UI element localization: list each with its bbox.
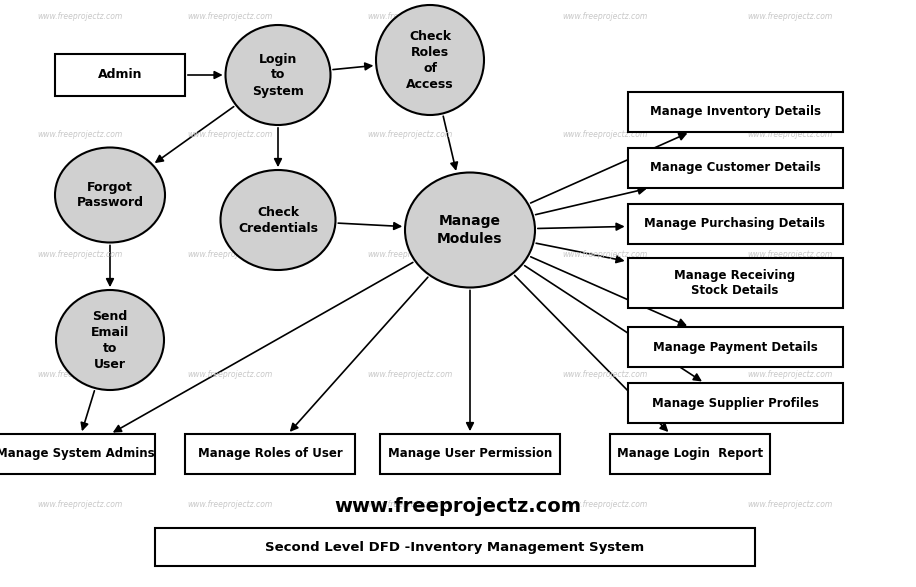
Ellipse shape — [56, 290, 164, 390]
Text: www.freeprojectz.com: www.freeprojectz.com — [38, 370, 123, 379]
FancyBboxPatch shape — [627, 92, 843, 132]
Text: www.freeprojectz.com: www.freeprojectz.com — [747, 250, 833, 259]
Text: Manage Inventory Details: Manage Inventory Details — [649, 106, 821, 119]
Text: www.freeprojectz.com: www.freeprojectz.com — [367, 12, 453, 21]
Ellipse shape — [55, 147, 165, 242]
Text: Manage Payment Details: Manage Payment Details — [652, 340, 817, 353]
FancyBboxPatch shape — [627, 204, 843, 244]
Text: www.freeprojectz.com: www.freeprojectz.com — [334, 498, 582, 517]
Text: www.freeprojectz.com: www.freeprojectz.com — [188, 12, 273, 21]
Text: Manage Receiving
Stock Details: Manage Receiving Stock Details — [674, 268, 796, 298]
Text: www.freeprojectz.com: www.freeprojectz.com — [747, 370, 833, 379]
FancyBboxPatch shape — [627, 258, 843, 308]
FancyBboxPatch shape — [627, 327, 843, 367]
FancyBboxPatch shape — [380, 434, 560, 474]
Text: www.freeprojectz.com: www.freeprojectz.com — [562, 500, 648, 509]
Text: www.freeprojectz.com: www.freeprojectz.com — [562, 250, 648, 259]
Text: www.freeprojectz.com: www.freeprojectz.com — [38, 12, 123, 21]
FancyBboxPatch shape — [155, 528, 755, 566]
Ellipse shape — [376, 5, 484, 115]
Text: Manage Customer Details: Manage Customer Details — [649, 161, 821, 174]
Text: www.freeprojectz.com: www.freeprojectz.com — [367, 250, 453, 259]
Ellipse shape — [225, 25, 331, 125]
Text: www.freeprojectz.com: www.freeprojectz.com — [562, 370, 648, 379]
FancyBboxPatch shape — [0, 434, 155, 474]
Text: www.freeprojectz.com: www.freeprojectz.com — [367, 370, 453, 379]
Text: www.freeprojectz.com: www.freeprojectz.com — [367, 130, 453, 139]
FancyBboxPatch shape — [627, 148, 843, 188]
Text: Manage Supplier Profiles: Manage Supplier Profiles — [651, 396, 818, 410]
Text: www.freeprojectz.com: www.freeprojectz.com — [747, 12, 833, 21]
Text: www.freeprojectz.com: www.freeprojectz.com — [38, 130, 123, 139]
Text: Manage System Admins: Manage System Admins — [0, 447, 154, 460]
Text: Manage User Permission: Manage User Permission — [387, 447, 552, 460]
Text: www.freeprojectz.com: www.freeprojectz.com — [747, 130, 833, 139]
Text: www.freeprojectz.com: www.freeprojectz.com — [747, 500, 833, 509]
Text: www.freeprojectz.com: www.freeprojectz.com — [188, 130, 273, 139]
Text: Manage
Modules: Manage Modules — [437, 214, 503, 245]
Text: Manage Login  Report: Manage Login Report — [617, 447, 763, 460]
FancyBboxPatch shape — [55, 54, 185, 96]
Text: www.freeprojectz.com: www.freeprojectz.com — [562, 12, 648, 21]
Text: www.freeprojectz.com: www.freeprojectz.com — [38, 500, 123, 509]
Text: Check
Credentials: Check Credentials — [238, 205, 318, 234]
Text: Check
Roles
of
Access: Check Roles of Access — [406, 29, 453, 90]
Text: Second Level DFD -Inventory Management System: Second Level DFD -Inventory Management S… — [266, 541, 645, 554]
FancyBboxPatch shape — [627, 383, 843, 423]
Text: www.freeprojectz.com: www.freeprojectz.com — [367, 500, 453, 509]
Text: www.freeprojectz.com: www.freeprojectz.com — [188, 250, 273, 259]
Text: www.freeprojectz.com: www.freeprojectz.com — [188, 500, 273, 509]
FancyBboxPatch shape — [185, 434, 355, 474]
Text: Login
to
System: Login to System — [252, 52, 304, 97]
Text: www.freeprojectz.com: www.freeprojectz.com — [38, 250, 123, 259]
FancyBboxPatch shape — [610, 434, 770, 474]
Text: Send
Email
to
User: Send Email to User — [91, 309, 129, 370]
Text: www.freeprojectz.com: www.freeprojectz.com — [188, 370, 273, 379]
Ellipse shape — [405, 173, 535, 288]
Text: Forgot
Password: Forgot Password — [77, 180, 144, 210]
Text: Manage Purchasing Details: Manage Purchasing Details — [645, 218, 825, 231]
Text: Manage Roles of User: Manage Roles of User — [198, 447, 343, 460]
Ellipse shape — [221, 170, 335, 270]
Text: Admin: Admin — [98, 69, 142, 82]
Text: www.freeprojectz.com: www.freeprojectz.com — [562, 130, 648, 139]
